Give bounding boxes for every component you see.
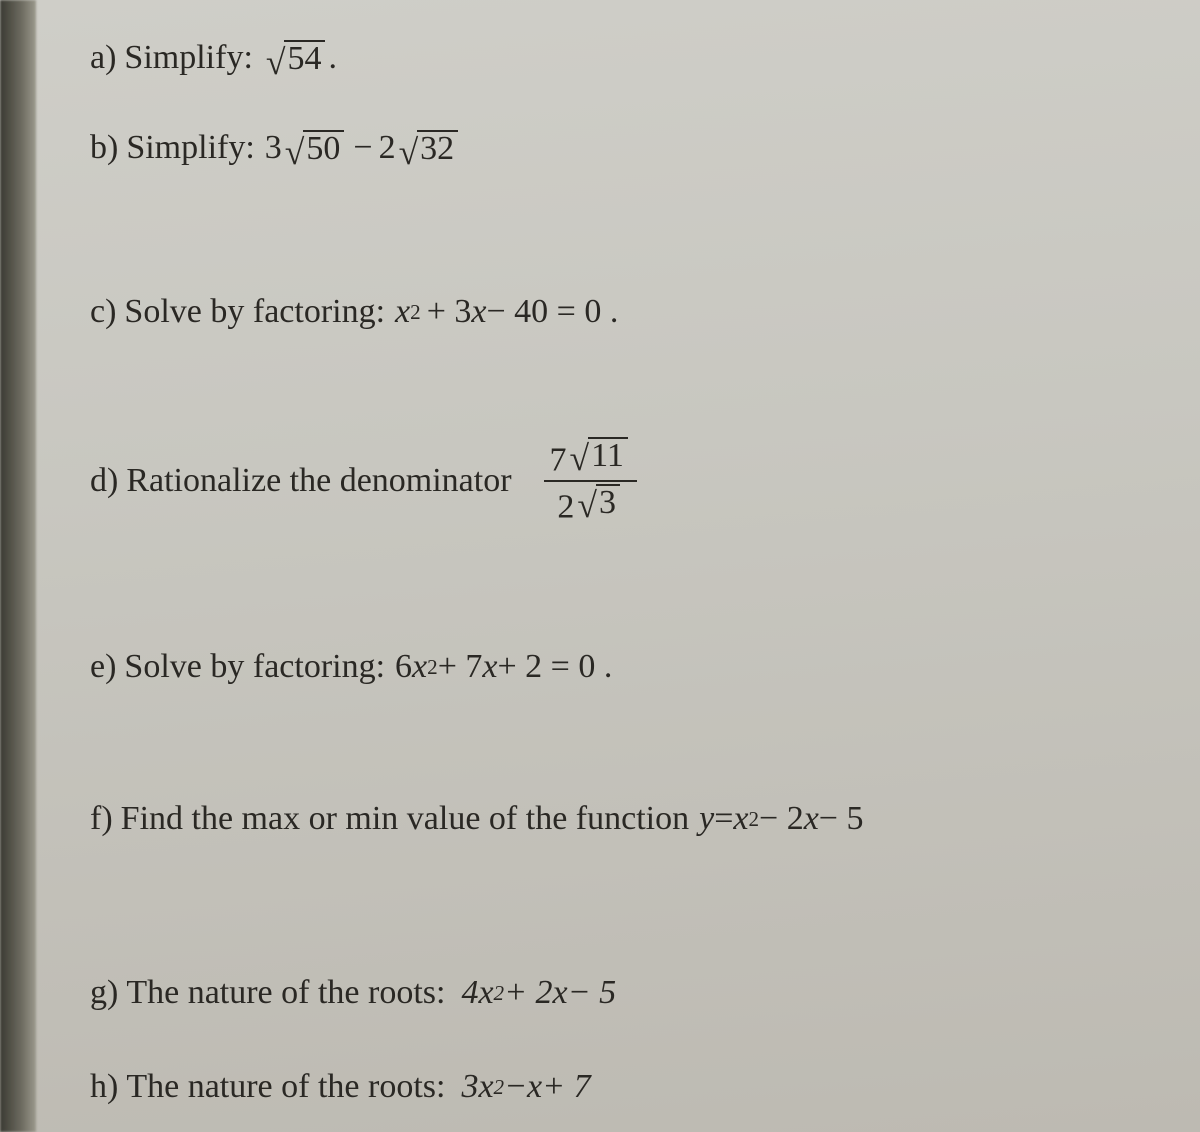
radical-sign-icon: √ <box>577 491 597 520</box>
radical-b2: √ 32 <box>399 130 459 166</box>
tail-g: − 5 <box>568 971 616 1015</box>
var-g2: x <box>553 971 568 1015</box>
tail-e: + 2 = 0 . <box>497 645 612 689</box>
eq-f: = <box>714 797 733 841</box>
problem-h: h) The nature of the roots: 3x2 − x + 7 <box>90 1065 1130 1109</box>
radical-sign-icon: √ <box>266 48 286 77</box>
lead-g: 4 <box>461 971 478 1015</box>
var-f2: x <box>804 797 819 841</box>
label-c: c) <box>90 290 116 334</box>
op-b: − <box>353 126 372 170</box>
prompt-d: Rationalize the denominator <box>126 459 511 503</box>
coef-b1: 3 <box>265 126 282 170</box>
radical-sign-icon: √ <box>570 444 590 473</box>
label-a: a) <box>90 36 116 80</box>
radicand-b2: 32 <box>417 130 458 166</box>
radical-sign-icon: √ <box>399 138 419 167</box>
coef-b2: 2 <box>379 126 396 170</box>
prompt-b: Simplify: <box>126 126 254 170</box>
label-h: h) <box>90 1065 118 1109</box>
var-c1: x <box>395 290 410 334</box>
prompt-g: The nature of the roots: <box>126 971 445 1015</box>
label-d: d) <box>90 459 118 503</box>
radical-a: √ 54 <box>266 40 326 76</box>
prompt-a: Simplify: <box>124 36 252 80</box>
label-g: g) <box>90 971 118 1015</box>
prompt-h: The nature of the roots: <box>126 1065 445 1109</box>
problem-g: g) The nature of the roots: 4x2 + 2x − 5 <box>90 971 1130 1015</box>
prompt-c: Solve by factoring: <box>124 290 385 334</box>
numerator-d: 7√11 <box>544 435 637 480</box>
label-f: f) <box>90 797 113 841</box>
radical-b1: √ 50 <box>285 130 345 166</box>
radical-d-den: √3 <box>577 484 620 520</box>
radicand-d-den: 3 <box>596 484 620 520</box>
radicand-a: 54 <box>284 40 325 76</box>
scan-left-edge <box>0 0 36 1132</box>
mid-e: + 7 <box>438 645 483 689</box>
lead-e: 6 <box>395 645 412 689</box>
radicand-b1: 50 <box>303 130 344 166</box>
prompt-f: Find the max or min value of the functio… <box>121 797 689 841</box>
label-b: b) <box>90 126 118 170</box>
num-coef-d: 7 <box>550 441 567 478</box>
var-e1: x <box>412 645 427 689</box>
mid-h: − <box>504 1065 527 1109</box>
tail-c: − 40 = 0 . <box>486 290 618 334</box>
problem-d: d) Rationalize the denominator 7√11 2√3 <box>90 435 1130 527</box>
worksheet-page: a) Simplify: √ 54 . b) Simplify: 3 √ 50 … <box>40 0 1160 1132</box>
var-h2: x <box>527 1065 542 1109</box>
problem-a: a) Simplify: √ 54 . <box>90 36 1130 80</box>
problem-f: f) Find the max or min value of the func… <box>90 797 1130 841</box>
var-h1: x <box>478 1065 493 1109</box>
radical-sign-icon: √ <box>285 138 305 167</box>
lead-h: 3 <box>461 1065 478 1109</box>
mid-f: − 2 <box>759 797 804 841</box>
var-f1: x <box>733 797 748 841</box>
radicand-d-num: 11 <box>588 437 628 473</box>
tail-h: + 7 <box>542 1065 590 1109</box>
label-e: e) <box>90 645 116 689</box>
prompt-e: Solve by factoring: <box>124 645 385 689</box>
trail-a: . <box>328 36 337 80</box>
problem-c: c) Solve by factoring: x2 + 3x − 40 = 0 … <box>90 290 1130 334</box>
radical-d-num: √11 <box>570 437 628 473</box>
var-c2: x <box>471 290 486 334</box>
denominator-d: 2√3 <box>551 482 629 527</box>
tail-f: − 5 <box>819 797 864 841</box>
var-y-f: y <box>699 797 714 841</box>
mid-g: + 2 <box>504 971 552 1015</box>
problem-e: e) Solve by factoring: 6x2 + 7x + 2 = 0 … <box>90 645 1130 689</box>
fraction-d: 7√11 2√3 <box>544 435 637 527</box>
problem-b: b) Simplify: 3 √ 50 − 2 √ 32 <box>90 126 1130 170</box>
den-coef-d: 2 <box>557 488 574 525</box>
mid-c: + 3 <box>427 290 472 334</box>
var-e2: x <box>482 645 497 689</box>
var-g1: x <box>478 971 493 1015</box>
